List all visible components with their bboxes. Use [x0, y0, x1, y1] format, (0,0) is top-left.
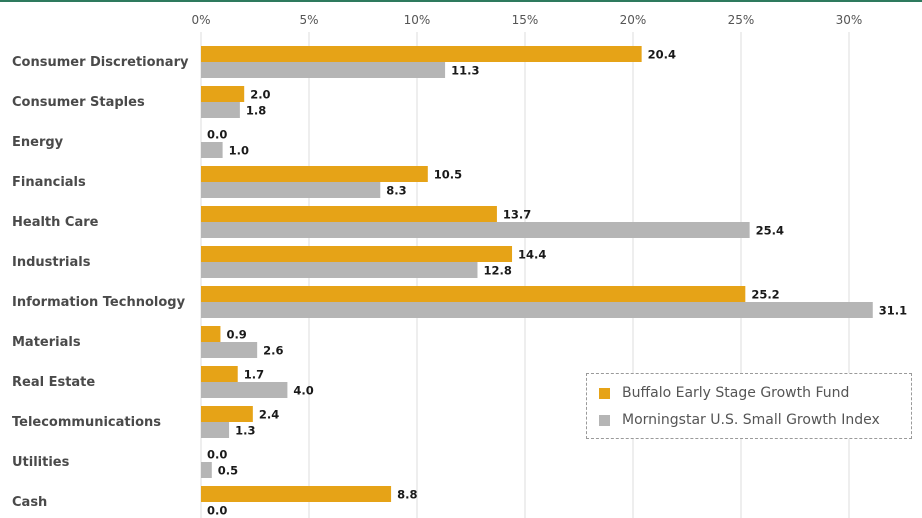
value-label-fund: 0.9 [226, 328, 246, 342]
legend-swatch-index [599, 414, 610, 426]
bar-index [201, 142, 223, 158]
category-label: Telecommunications [12, 415, 161, 430]
bar-fund [201, 246, 513, 262]
value-label-fund: 0.0 [207, 448, 227, 462]
legend-item-index: Morningstar U.S. Small Growth Index [599, 410, 880, 430]
bar-fund [201, 166, 428, 182]
x-tick-label-0: 0% [191, 13, 210, 27]
bar-index [201, 302, 873, 318]
value-label-fund: 2.0 [250, 88, 270, 102]
value-label-index: 2.6 [263, 344, 283, 358]
category-label: Financials [12, 175, 86, 190]
value-label-index: 8.3 [386, 184, 406, 198]
value-label-index: 1.3 [235, 424, 255, 438]
category-label: Industrials [12, 255, 91, 270]
value-label-index: 11.3 [451, 64, 479, 78]
category-label: Cash [12, 495, 47, 510]
bar-fund [201, 366, 238, 382]
bar-fund [201, 326, 221, 342]
value-label-fund: 14.4 [518, 248, 546, 262]
x-tick-label-25: 25% [728, 13, 755, 27]
value-label-fund: 25.2 [751, 288, 779, 302]
value-label-fund: 2.4 [259, 408, 279, 422]
category-label: Information Technology [12, 295, 186, 310]
bar-index [201, 462, 212, 478]
legend-label-fund: Buffalo Early Stage Growth Fund [622, 385, 850, 401]
category-label: Consumer Staples [12, 95, 145, 110]
legend-label-index: Morningstar U.S. Small Growth Index [622, 412, 880, 428]
value-label-index: 12.8 [483, 264, 511, 278]
value-label-fund: 0.0 [207, 128, 227, 142]
value-label-fund: 8.8 [397, 488, 417, 502]
value-label-fund: 13.7 [503, 208, 531, 222]
value-label-index: 0.5 [218, 464, 238, 478]
top-rule [0, 0, 922, 2]
value-label-fund: 20.4 [648, 48, 676, 62]
x-tick-label-20: 20% [620, 13, 647, 27]
category-label: Energy [12, 135, 64, 150]
bar-fund [201, 406, 253, 422]
value-label-fund: 10.5 [434, 168, 462, 182]
legend: Buffalo Early Stage Growth Fund Mornings… [586, 373, 912, 439]
bar-fund [201, 486, 392, 502]
value-label-index: 4.0 [293, 384, 313, 398]
bar-fund [201, 206, 497, 222]
x-tick-label-5: 5% [299, 13, 318, 27]
bar-index [201, 422, 230, 438]
x-tick-label-10: 10% [404, 13, 431, 27]
value-label-index: 31.1 [879, 304, 907, 318]
bar-index [201, 382, 288, 398]
value-label-fund: 1.7 [244, 368, 264, 382]
category-label: Consumer Discretionary [12, 55, 189, 70]
value-label-index: 1.0 [229, 144, 249, 158]
value-label-index: 1.8 [246, 104, 266, 118]
bar-index [201, 342, 258, 358]
category-label: Materials [12, 335, 81, 350]
bar-index [201, 182, 381, 198]
bar-fund [201, 286, 746, 302]
value-label-index: 25.4 [756, 224, 784, 238]
category-label: Health Care [12, 215, 99, 230]
bar-fund [201, 86, 245, 102]
bar-fund [201, 46, 642, 62]
bar-index [201, 222, 750, 238]
x-tick-label-15: 15% [512, 13, 539, 27]
value-label-index: 0.0 [207, 504, 227, 518]
x-tick-label-30: 30% [836, 13, 863, 27]
category-label: Real Estate [12, 375, 95, 390]
legend-swatch-fund [599, 387, 610, 399]
category-label: Utilities [12, 455, 70, 470]
bar-index [201, 62, 446, 78]
bar-index [201, 102, 240, 118]
legend-item-fund: Buffalo Early Stage Growth Fund [599, 383, 849, 403]
bar-index [201, 262, 478, 278]
